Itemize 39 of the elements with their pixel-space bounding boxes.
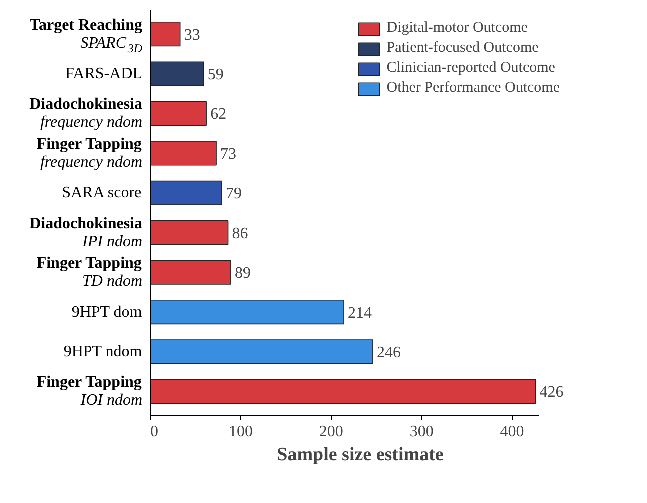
data-label: 79	[226, 186, 242, 203]
y-tick-label: FARS-ADL	[65, 66, 142, 83]
bar	[150, 260, 232, 285]
x-tick-label: 300	[410, 424, 434, 440]
x-tick-label: 100	[228, 424, 253, 440]
legend-label: Patient-focused Outcome	[386, 40, 539, 57]
data-label: 73	[220, 146, 237, 163]
x-tick-label: 0	[150, 424, 158, 440]
y-tick-label: Diadochokinesia IPI ndom	[30, 215, 143, 250]
x-axis-title: Sample size estimate	[277, 444, 444, 466]
data-label: 62	[210, 106, 227, 124]
bar	[150, 220, 229, 246]
data-label: 33	[184, 26, 200, 44]
y-tick-label: 9HPT dom	[72, 304, 143, 321]
bar	[150, 22, 181, 47]
data-label: 426	[540, 384, 564, 402]
data-label: 89	[234, 265, 251, 282]
data-label: 246	[376, 344, 401, 362]
y-tick-label: 9HPT ndom	[64, 343, 143, 360]
y-tick-label: Finger Tapping frequency ndom	[36, 136, 143, 171]
legend-label: Digital-motor Outcome	[386, 20, 528, 37]
legend-label: Other Performance Outcome	[386, 80, 560, 97]
legend-label: Clinician-reported Outcome	[386, 60, 556, 77]
bar	[150, 180, 222, 206]
bar	[150, 62, 204, 86]
data-label: 59	[208, 66, 224, 84]
y-tick-label: SARA score	[62, 184, 142, 202]
data-label: 86	[232, 225, 248, 242]
x-tick-label: 200	[319, 424, 344, 440]
x-tick-label: 400	[500, 424, 524, 440]
bar	[150, 101, 207, 126]
bar	[150, 141, 217, 166]
bar	[150, 379, 536, 404]
y-tick-label: Finger Tapping IOI ndom	[36, 374, 142, 410]
bar	[150, 300, 344, 325]
y-tick-label: Diadochokinesia frequency ndom	[30, 96, 143, 132]
bar	[150, 340, 374, 364]
y-tick-label: Finger Tapping TD ndom	[36, 255, 143, 290]
data-label: 214	[348, 304, 372, 322]
